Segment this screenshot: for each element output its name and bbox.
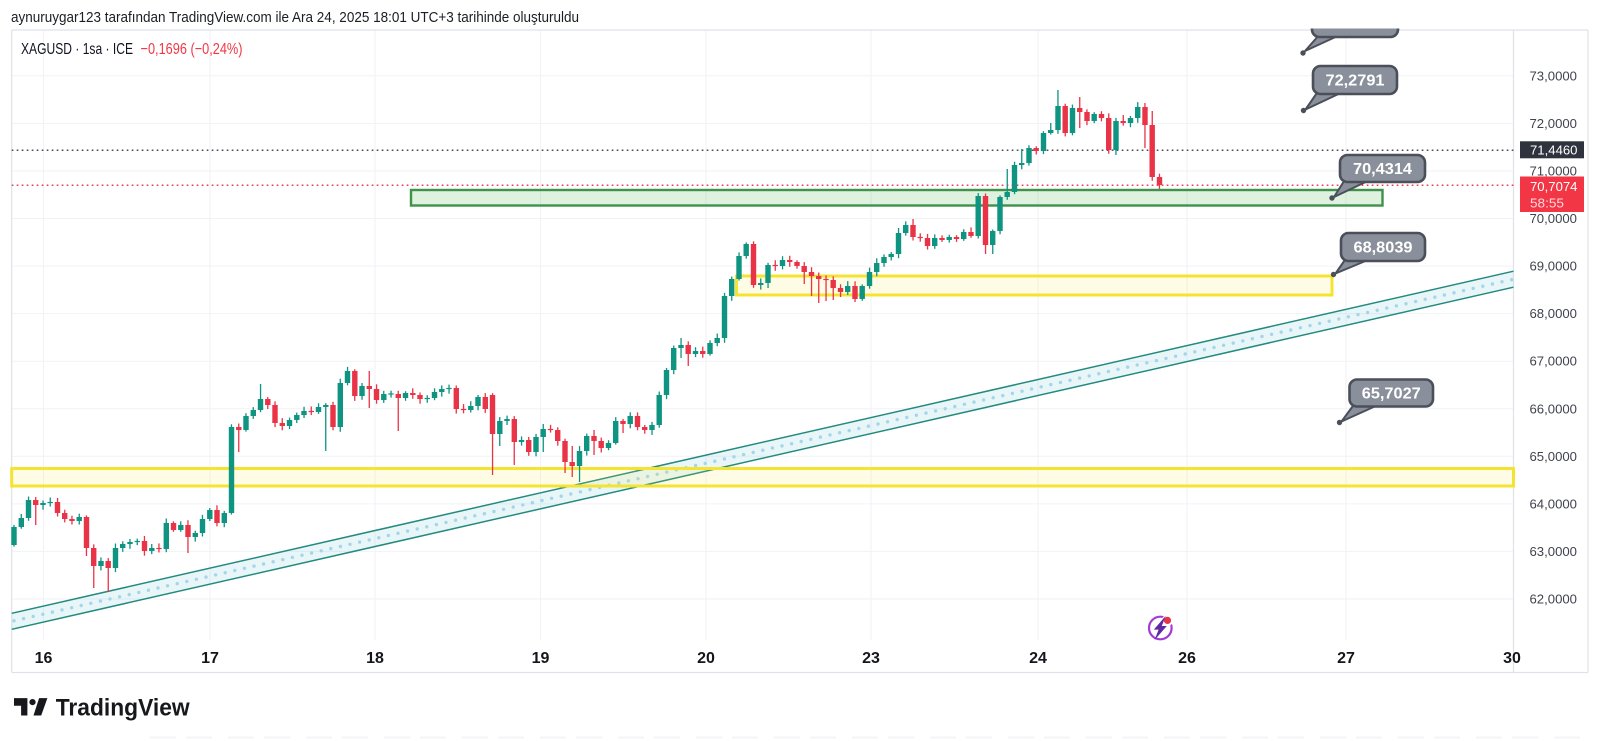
svg-text:18: 18: [366, 650, 384, 667]
svg-text:aynuruygar123 tarafından Tradi: aynuruygar123 tarafından TradingView.com…: [11, 9, 579, 26]
svg-text:70,7074: 70,7074: [1530, 179, 1578, 194]
svg-text:20: 20: [697, 650, 715, 667]
svg-text:68,8039: 68,8039: [1354, 240, 1413, 257]
svg-text:71,4460: 71,4460: [1530, 142, 1578, 157]
svg-text:71,0000: 71,0000: [1530, 164, 1578, 179]
svg-text:67,0000: 67,0000: [1530, 354, 1578, 369]
svg-text:73,0000: 73,0000: [1530, 68, 1578, 83]
svg-text:70,0000: 70,0000: [1530, 211, 1578, 226]
svg-text:19: 19: [532, 650, 550, 667]
svg-text:TradingView: TradingView: [56, 695, 190, 722]
svg-text:27: 27: [1337, 650, 1355, 667]
svg-text:26: 26: [1178, 650, 1196, 667]
svg-text:68,0000: 68,0000: [1530, 306, 1578, 321]
svg-text:63,0000: 63,0000: [1530, 544, 1578, 559]
svg-text:XAGUSD · 1sa · ICE: XAGUSD · 1sa · ICE: [21, 41, 133, 58]
svg-text:23: 23: [862, 650, 880, 667]
svg-text:69,0000: 69,0000: [1530, 259, 1578, 274]
svg-text:64,0000: 64,0000: [1530, 496, 1578, 511]
svg-text:24: 24: [1029, 650, 1047, 667]
svg-text:58:55: 58:55: [1530, 196, 1564, 211]
svg-text:16: 16: [35, 650, 53, 667]
svg-text:65,0000: 65,0000: [1530, 449, 1578, 464]
svg-text:−0,1696 (−0,24%): −0,1696 (−0,24%): [141, 41, 243, 58]
svg-text:70,4314: 70,4314: [1353, 161, 1412, 178]
svg-text:30: 30: [1503, 650, 1521, 667]
svg-text:62,0000: 62,0000: [1530, 592, 1578, 607]
svg-text:17: 17: [201, 650, 219, 667]
svg-text:72,2791: 72,2791: [1326, 73, 1385, 90]
svg-text:66,0000: 66,0000: [1530, 401, 1578, 416]
svg-text:72,0000: 72,0000: [1530, 116, 1578, 131]
svg-text:65,7027: 65,7027: [1362, 386, 1421, 403]
